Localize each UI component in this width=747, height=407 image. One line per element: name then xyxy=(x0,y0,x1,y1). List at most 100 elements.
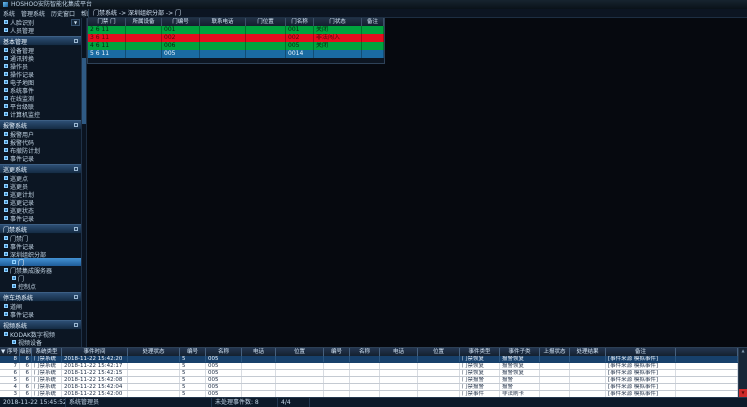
door-cell: 005 xyxy=(162,50,200,58)
event-row[interactable]: 5 6 门禁系统 2018-11-22 15:42:08 5 005 门禁报警 报警 [事件来源… xyxy=(0,377,738,384)
event-row[interactable]: 4 6 门禁系统 2018-11-22 15:42:04 5 005 门禁报警 报警 [事件来源… xyxy=(0,384,738,391)
event-col-header[interactable]: 事件类型 xyxy=(460,348,500,356)
sidebar-group-基本管理[interactable]: 基本管理 xyxy=(0,36,81,46)
sidebar-item-在线监测[interactable]: 在线监测 xyxy=(0,94,81,102)
sidebar-item-道闸[interactable]: 道闸 xyxy=(0,302,81,310)
door-col-header[interactable]: 门状态 xyxy=(314,18,362,26)
pin-icon[interactable] xyxy=(74,227,78,231)
sidebar-item-计算机监控[interactable]: 计算机监控 xyxy=(0,110,81,118)
event-table-scrollbar[interactable]: ▲ ▼ xyxy=(738,348,747,397)
door-col-header[interactable]: 门名称 xyxy=(286,18,314,26)
door-col-header[interactable]: 门编号 xyxy=(162,18,200,26)
sidebar-item-事件记录[interactable]: 事件记录 xyxy=(0,214,81,222)
event-col-header[interactable]: 处理状态 xyxy=(128,348,180,356)
event-col-header[interactable]: 处理结果 xyxy=(570,348,606,356)
bullet-icon xyxy=(4,200,8,204)
door-row[interactable]: 5 6 11 005 0014 xyxy=(88,50,384,58)
door-row[interactable]: 4 6 11 006 005 关闭 xyxy=(88,42,384,50)
pin-icon[interactable] xyxy=(74,39,78,43)
event-col-header[interactable]: 系统类型 xyxy=(32,348,62,356)
pin-icon[interactable] xyxy=(74,167,78,171)
door-row[interactable]: 3 6 11 002 002 非法闯入 xyxy=(88,34,384,42)
event-row[interactable]: 8 6 门禁系统 2018-11-22 15:42:20 5 005 门禁恢复 报警恢复 [事件… xyxy=(0,356,738,363)
event-col-header[interactable]: 名称 xyxy=(206,348,242,356)
sidebar-item-系统事件[interactable]: 系统事件 xyxy=(0,86,81,94)
sidebar-item-报警用户[interactable]: 报警用户 xyxy=(0,130,81,138)
sidebar-item-设备管理[interactable]: 设备管理 xyxy=(0,46,81,54)
sidebar-item-label: 巡更点 xyxy=(10,175,29,183)
event-cell xyxy=(128,356,180,362)
sidebar-group-视频系统[interactable]: 视频系统 xyxy=(0,320,81,330)
sidebar-item-通讯转换[interactable]: 通讯转换 xyxy=(0,54,81,62)
event-row[interactable]: 6 6 门禁系统 2018-11-22 15:42:15 5 005 门禁恢复 报警恢复 [事件… xyxy=(0,370,738,377)
sidebar-group-巡更系统[interactable]: 巡更系统 xyxy=(0,164,81,174)
pin-icon[interactable] xyxy=(74,323,78,327)
menu-item-历史窗口[interactable]: 历史窗口 xyxy=(51,11,76,18)
sidebar-item-人脸识别[interactable]: 人脸识别 xyxy=(0,18,81,26)
sidebar-item-平台级联[interactable]: 平台级联 xyxy=(0,102,81,110)
sidebar-item-事件记录[interactable]: 事件记录 xyxy=(0,310,81,318)
sidebar-item-布撤防计划[interactable]: 布撤防计划 xyxy=(0,146,81,154)
event-col-header[interactable]: 位置 xyxy=(418,348,460,356)
sidebar-item-巡更计划[interactable]: 巡更计划 xyxy=(0,190,81,198)
sidebar-item-巡更点[interactable]: 巡更点 xyxy=(0,174,81,182)
event-col-header[interactable]: 上报状态 xyxy=(540,348,570,356)
door-col-header[interactable]: 门位置 xyxy=(246,18,286,26)
sidebar-scroll-down-button[interactable]: ▼ xyxy=(71,19,80,26)
menu-item-帮助[interactable]: 帮助 xyxy=(78,9,96,18)
event-col-header[interactable]: 电话 xyxy=(242,348,276,356)
menu-item-系统[interactable]: 系统 xyxy=(3,11,16,18)
event-col-header[interactable]: 编号 xyxy=(324,348,350,356)
event-col-header[interactable]: 电话 xyxy=(380,348,418,356)
door-col-header[interactable]: 门禁 门 xyxy=(88,18,126,26)
sidebar-item-深圳组织分部[interactable]: 深圳组织分部 xyxy=(0,250,81,258)
scroll-down-icon[interactable]: ▼ xyxy=(738,389,747,397)
door-col-header[interactable]: 备注 xyxy=(362,18,384,26)
sidebar-item-人员管理[interactable]: 人员管理 xyxy=(0,26,81,34)
sidebar-scrollbar-thumb[interactable] xyxy=(82,58,86,124)
sidebar-item-门[interactable]: 门 xyxy=(0,274,81,282)
pin-icon[interactable] xyxy=(74,123,78,127)
event-col-header[interactable]: 备注 xyxy=(606,348,676,356)
pin-icon[interactable] xyxy=(74,295,78,299)
event-col-header[interactable]: 级别 xyxy=(20,348,32,356)
sidebar-item-门禁门[interactable]: 门禁门 xyxy=(0,234,81,242)
sidebar-item-label: 深圳组织分部 xyxy=(10,251,47,259)
sidebar-item-事件记录[interactable]: 事件记录 xyxy=(0,242,81,250)
sidebar-item-KODAK数字视频[interactable]: KODAK数字视频 xyxy=(0,330,81,338)
sidebar-item-电子地图[interactable]: 电子地图 xyxy=(0,78,81,86)
event-row[interactable]: 7 6 门禁系统 2018-11-22 15:42:17 5 005 门禁恢复 报警恢复 [事件… xyxy=(0,363,738,370)
sidebar-item-事件记录[interactable]: 事件记录 xyxy=(0,154,81,162)
sidebar-item-巡更员[interactable]: 巡更员 xyxy=(0,182,81,190)
event-cell: [事件来源 模拟事件] xyxy=(606,391,676,397)
event-col-header[interactable]: 位置 xyxy=(276,348,324,356)
sidebar-item-控制点[interactable]: 控制点 xyxy=(0,282,81,290)
event-cell: 2018-11-22 15:42:04 xyxy=(62,384,128,390)
sidebar-item-操作记录[interactable]: 操作记录 xyxy=(0,70,81,78)
sidebar-group-停车场系统[interactable]: 停车场系统 xyxy=(0,292,81,302)
door-row[interactable]: 2 6 11 001 001 关闭 xyxy=(88,26,384,34)
door-col-header[interactable]: 所属设备 xyxy=(126,18,162,26)
sidebar-item-视频设备[interactable]: 视频设备 xyxy=(0,338,81,346)
sidebar-group-报警系统[interactable]: 报警系统 xyxy=(0,120,81,130)
sidebar-item-门禁集成服务器[interactable]: 门禁集成服务器 xyxy=(0,266,81,274)
sidebar-group-门禁系统[interactable]: 门禁系统 xyxy=(0,224,81,234)
menu-item-管理系统[interactable]: 管理系统 xyxy=(21,11,46,18)
sidebar-item-操作员[interactable]: 操作员 xyxy=(0,62,81,70)
event-cell: 2018-11-22 15:42:20 xyxy=(62,356,128,362)
event-row[interactable]: 3 6 门禁系统 2018-11-22 15:42:00 5 005 门禁事件 非法刷卡 [事件… xyxy=(0,391,738,397)
sidebar-scrollbar[interactable] xyxy=(82,18,87,347)
sidebar-item-报警代码[interactable]: 报警代码 xyxy=(0,138,81,146)
event-cell xyxy=(324,356,350,362)
event-col-header[interactable]: ▼ 序号 xyxy=(0,348,20,356)
event-col-header[interactable]: 事件子类 xyxy=(500,348,540,356)
event-col-header[interactable]: 名称 xyxy=(350,348,380,356)
sidebar-item-巡更状态[interactable]: 巡更状态 xyxy=(0,206,81,214)
event-cell: 门禁系统 xyxy=(32,363,62,369)
event-col-header[interactable]: 编号 xyxy=(180,348,206,356)
sidebar-item-门[interactable]: 门 xyxy=(0,258,81,266)
scroll-up-icon[interactable]: ▲ xyxy=(741,348,745,353)
event-col-header[interactable]: 事件时间 xyxy=(62,348,128,356)
door-col-header[interactable]: 联系电话 xyxy=(200,18,246,26)
sidebar-item-巡更记录[interactable]: 巡更记录 xyxy=(0,198,81,206)
